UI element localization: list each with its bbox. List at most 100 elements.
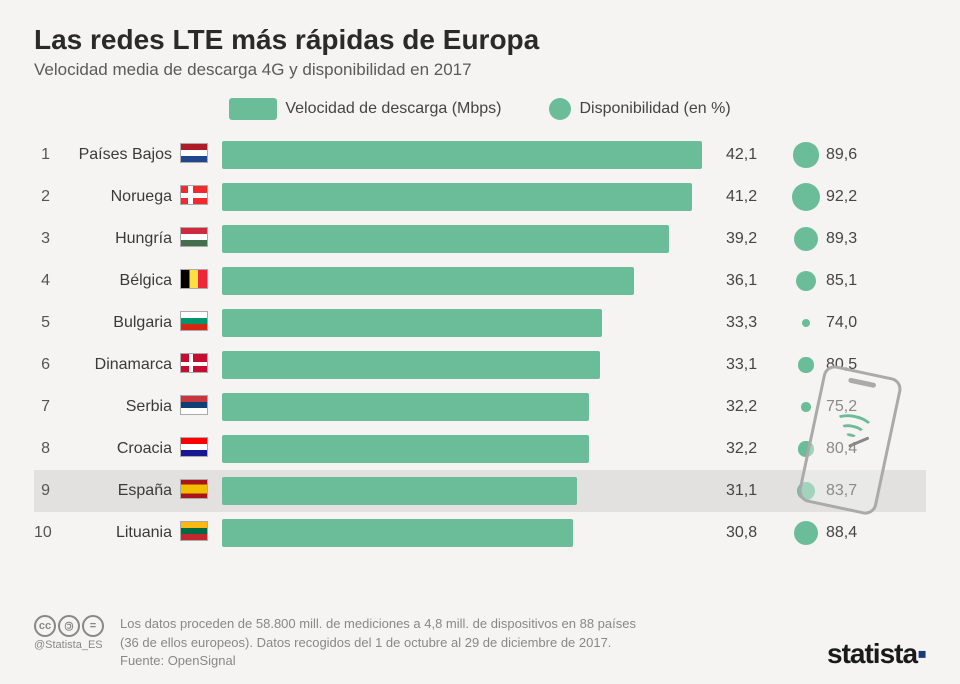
availability-dot (794, 227, 819, 252)
country-name: Países Bajos (60, 146, 180, 164)
flag-icon (180, 395, 214, 420)
speed-bar (222, 393, 589, 421)
bar-cell (214, 134, 724, 176)
availability-dot (801, 402, 810, 411)
dot-cell (786, 142, 826, 167)
legend-speed-label: Velocidad de descarga (Mbps) (285, 100, 501, 118)
bar-cell (214, 512, 724, 554)
dot-cell (786, 271, 826, 291)
dot-cell (786, 183, 826, 211)
country-name: Croacia (60, 440, 180, 458)
page-subtitle: Velocidad media de descarga 4G y disponi… (34, 60, 926, 80)
speed-value: 36,1 (724, 272, 786, 290)
dot-cell (786, 521, 826, 545)
flag-icon (180, 311, 214, 336)
table-row: 1Países Bajos 42,1 89,6 (34, 134, 926, 176)
availability-dot (792, 183, 820, 211)
speed-bar (222, 225, 669, 253)
rank: 6 (34, 356, 60, 374)
availability-dot (802, 319, 810, 327)
speed-value: 32,2 (724, 398, 786, 416)
bar-cell (214, 176, 724, 218)
country-name: Dinamarca (60, 356, 180, 374)
country-name: Hungría (60, 230, 180, 248)
bar-cell (214, 218, 724, 260)
cc-icon: cc (34, 615, 56, 637)
speed-value: 32,2 (724, 440, 786, 458)
speed-bar (222, 267, 634, 295)
legend: Velocidad de descarga (Mbps) Disponibili… (34, 98, 926, 120)
flag-icon (180, 479, 214, 504)
country-name: Serbia (60, 398, 180, 416)
chart-rows: 1Países Bajos 42,1 89,6 2Noruega 41,2 92,2 3Hu… (34, 134, 926, 554)
availability-value: 89,6 (826, 146, 878, 164)
bar-cell (214, 470, 724, 512)
note-line-2: (36 de ellos europeos). Datos recogidos … (120, 634, 636, 652)
availability-value: 92,2 (826, 188, 878, 206)
bar-cell (214, 260, 724, 302)
license-block: cc 🄯 = @Statista_ES (34, 615, 104, 670)
availability-dot (798, 357, 813, 372)
table-row: 4Bélgica 36,1 85,1 (34, 260, 926, 302)
availability-value: 85,1 (826, 272, 878, 290)
availability-value: 74,0 (826, 314, 878, 332)
rank: 9 (34, 482, 60, 500)
flag-icon (180, 185, 214, 210)
rank: 8 (34, 440, 60, 458)
bar-cell (214, 344, 724, 386)
footer: cc 🄯 = @Statista_ES Los datos proceden d… (34, 615, 926, 670)
speed-bar (222, 435, 589, 463)
legend-bar-swatch (229, 98, 277, 120)
flag-icon (180, 437, 214, 462)
table-row: 9España31,183,7 (34, 470, 926, 512)
dot-cell (786, 227, 826, 252)
flag-icon (180, 227, 214, 252)
country-name: Bélgica (60, 272, 180, 290)
flag-icon (180, 269, 214, 294)
availability-value: 88,4 (826, 524, 878, 542)
dot-cell (786, 319, 826, 327)
speed-bar (222, 351, 600, 379)
legend-dot-swatch (549, 98, 571, 120)
availability-dot (796, 271, 816, 291)
bar-cell (214, 386, 724, 428)
table-row: 8Croacia32,280,4 (34, 428, 926, 470)
rank: 2 (34, 188, 60, 206)
rank: 4 (34, 272, 60, 290)
table-row: 3Hungría 39,2 89,3 (34, 218, 926, 260)
by-icon: 🄯 (58, 615, 80, 637)
speed-bar (222, 477, 577, 505)
country-name: Bulgaria (60, 314, 180, 332)
legend-speed: Velocidad de descarga (Mbps) (229, 98, 501, 120)
availability-dot (793, 142, 818, 167)
twitter-handle: @Statista_ES (34, 639, 103, 651)
dot-cell (786, 357, 826, 372)
statista-logo: statista▪ (827, 638, 926, 670)
flag-icon (180, 143, 214, 168)
source-line: Fuente: OpenSignal (120, 652, 636, 670)
table-row: 10Lituania 30,8 88,4 (34, 512, 926, 554)
legend-availability: Disponibilidad (en %) (549, 98, 730, 120)
speed-value: 41,2 (724, 188, 786, 206)
availability-value: 89,3 (826, 230, 878, 248)
country-name: Noruega (60, 188, 180, 206)
speed-value: 31,1 (724, 482, 786, 500)
speed-bar (222, 141, 702, 169)
speed-value: 30,8 (724, 524, 786, 542)
page-title: Las redes LTE más rápidas de Europa (34, 24, 926, 56)
speed-value: 39,2 (724, 230, 786, 248)
speed-value: 42,1 (724, 146, 786, 164)
nd-icon: = (82, 615, 104, 637)
rank: 7 (34, 398, 60, 416)
legend-avail-label: Disponibilidad (en %) (579, 100, 730, 118)
table-row: 7Serbia32,275,2 (34, 386, 926, 428)
rank: 1 (34, 146, 60, 164)
speed-value: 33,3 (724, 314, 786, 332)
footer-notes: Los datos proceden de 58.800 mill. de me… (120, 615, 636, 670)
country-name: España (60, 482, 180, 500)
speed-bar (222, 309, 602, 337)
rank: 3 (34, 230, 60, 248)
rank: 10 (34, 524, 60, 542)
speed-bar (222, 519, 573, 547)
country-name: Lituania (60, 524, 180, 542)
